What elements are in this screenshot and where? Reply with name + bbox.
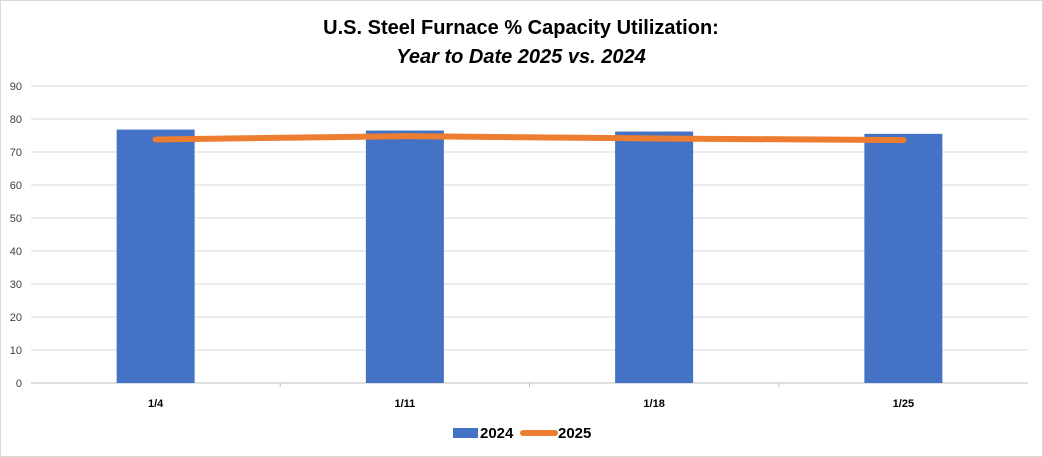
chart-title: U.S. Steel Furnace % Capacity Utilizatio… <box>323 17 719 39</box>
bar-2024 <box>365 130 444 383</box>
x-tick-label: 1/4 <box>148 398 164 410</box>
x-tick-label: 1/11 <box>394 398 415 410</box>
chart-subtitle: Year to Date 2025 vs. 2024 <box>396 46 645 68</box>
line-2025-point <box>154 138 157 141</box>
bar-2024 <box>116 129 195 383</box>
x-tick-label: 1/25 <box>893 398 914 410</box>
y-tick-label: 10 <box>10 345 22 357</box>
y-tick-label: 20 <box>10 312 22 324</box>
line-2025-path <box>152 133 907 144</box>
y-tick-label: 50 <box>10 213 22 225</box>
y-tick-label: 90 <box>10 81 22 93</box>
legend-swatch-2024 <box>453 428 478 438</box>
y-tick-label: 0 <box>16 378 22 390</box>
gridlines <box>31 85 1028 384</box>
legend-label-2025: 2025 <box>558 425 591 442</box>
line-2025-point <box>403 135 406 138</box>
line-2025-point <box>653 137 656 140</box>
bar-2024 <box>615 131 694 383</box>
legend: 2024 2025 <box>453 425 591 442</box>
line-2025 <box>152 133 907 144</box>
y-tick-label: 30 <box>10 279 22 291</box>
bar-2024 <box>864 133 943 383</box>
y-tick-label: 80 <box>10 114 22 126</box>
legend-label-2024: 2024 <box>480 425 514 442</box>
line-2025-point <box>902 139 905 142</box>
y-tick-label: 40 <box>10 246 22 258</box>
y-axis: 0 10 20 30 40 50 60 70 80 90 <box>10 81 22 390</box>
x-tick-label: 1/18 <box>643 398 664 410</box>
bars-2024 <box>116 129 943 383</box>
y-tick-label: 60 <box>10 180 22 192</box>
y-tick-label: 70 <box>10 147 22 159</box>
x-axis: 1/4 1/11 1/18 1/25 <box>148 383 914 410</box>
